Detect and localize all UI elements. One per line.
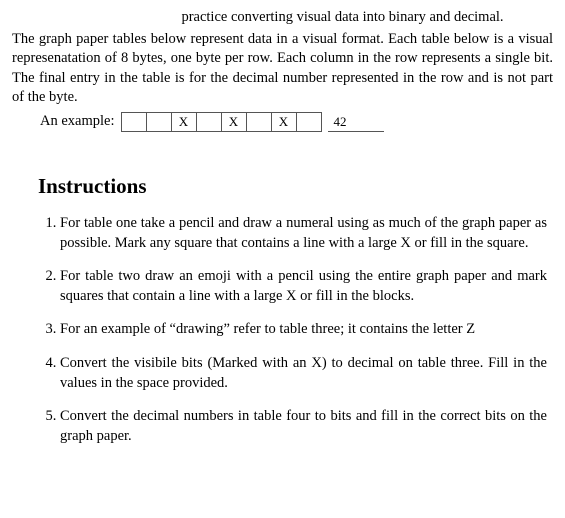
instructions-list: For table one take a pencil and draw a n… <box>38 214 553 446</box>
example-label: An example: <box>40 112 115 132</box>
instruction-item-2: For table two draw an emoji with a penci… <box>60 267 553 306</box>
intro-body: The graph paper tables below represent d… <box>12 30 553 108</box>
instructions-block: Instructions For table one take a pencil… <box>38 172 553 446</box>
instruction-item-1: For table one take a pencil and draw a n… <box>60 214 553 253</box>
instruction-item-3: For an example of “drawing” refer to tab… <box>60 320 553 340</box>
bit-cell-7 <box>296 113 322 131</box>
intro-top-line: practice converting visual data into bin… <box>12 8 553 28</box>
bit-cell-6: X <box>271 113 297 131</box>
instruction-item-4: Convert the visibile bits (Marked with a… <box>60 354 553 393</box>
bit-cell-3 <box>196 113 222 131</box>
byte-table: X X X <box>121 112 322 132</box>
bit-cell-0 <box>121 113 147 131</box>
bit-cell-4: X <box>221 113 247 131</box>
example-row: An example: X X X 42 <box>40 112 553 132</box>
bit-cell-2: X <box>171 113 197 131</box>
decimal-cell: 42 <box>328 113 384 132</box>
bit-cell-5 <box>246 113 272 131</box>
instruction-item-5: Convert the decimal numbers in table fou… <box>60 407 553 446</box>
instructions-heading: Instructions <box>38 172 553 200</box>
bit-cell-1 <box>146 113 172 131</box>
